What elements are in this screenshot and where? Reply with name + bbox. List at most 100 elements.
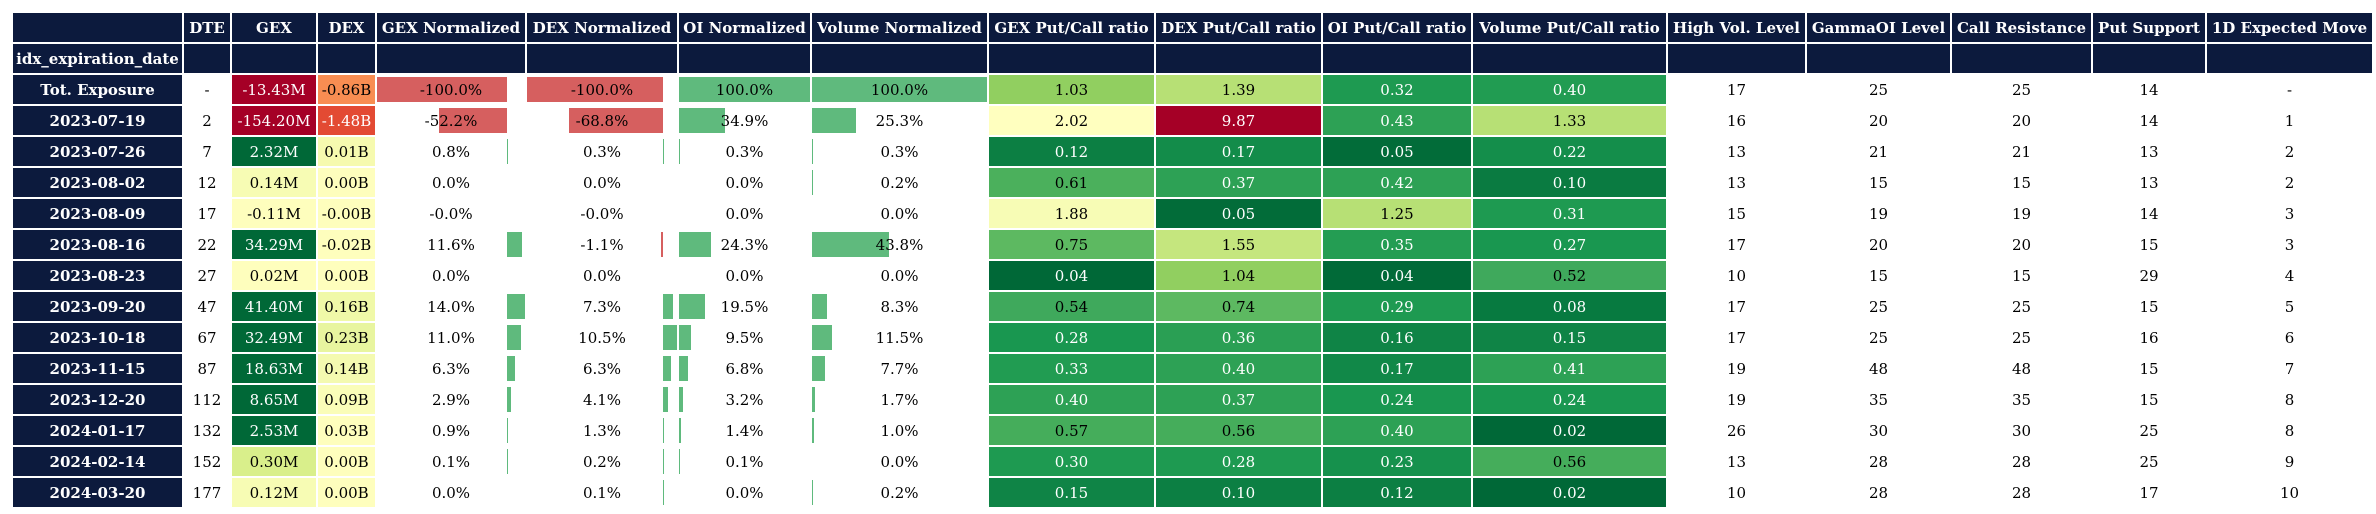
cell: 12	[182, 166, 232, 199]
column-header: GammaOI Level	[1805, 11, 1952, 44]
cell-text: 0.1%	[582, 483, 622, 502]
cell: 25	[2091, 414, 2207, 447]
cell: 13	[1666, 135, 1807, 168]
bar-cell: -100.0%	[375, 73, 527, 106]
cell: 26	[1666, 414, 1807, 447]
index-header-blank	[182, 42, 232, 75]
bar	[506, 325, 522, 350]
bar-cell: 0.1%	[525, 476, 679, 509]
cell-text: 0.0%	[880, 204, 919, 223]
bar	[680, 108, 725, 133]
cell: 5	[2205, 290, 2374, 323]
data-row: 2023-10-18 67 32.49M 0.23B 11.0% 10.5% 9.5% 11.…	[11, 321, 2374, 354]
cell-text: 0.0%	[725, 483, 764, 502]
row-index: Tot. Exposure	[11, 73, 184, 106]
bar-cell: 0.3%	[525, 135, 679, 168]
bar-cell: 0.1%	[677, 445, 812, 478]
cell: 4	[2205, 259, 2374, 292]
cell: 152	[182, 445, 232, 478]
cell: 15	[1950, 166, 2093, 199]
bar-cell: 0.3%	[677, 135, 812, 168]
cell-text: 1.0%	[880, 421, 919, 440]
cell: 0.00B	[316, 476, 377, 509]
cell: 15	[2091, 352, 2207, 385]
cell: 0.10	[1471, 166, 1668, 199]
cell: 3	[2205, 197, 2374, 230]
cell-text: -100.0%	[419, 80, 483, 99]
bar	[680, 294, 705, 319]
bar-cell: 1.4%	[677, 414, 812, 447]
cell: 0.00B	[316, 166, 377, 199]
index-header-blank	[1321, 42, 1473, 75]
cell: 0.09B	[316, 383, 377, 416]
cell-text: 6.8%	[725, 359, 764, 378]
cell: 25	[1950, 321, 2093, 354]
bar-cell: 7.7%	[810, 352, 989, 385]
cell: 16	[2091, 321, 2207, 354]
bar-cell: 9.5%	[677, 321, 812, 354]
bar-cell: 100.0%	[677, 73, 812, 106]
cell: 25	[2091, 445, 2207, 478]
bar-cell: 0.0%	[677, 197, 812, 230]
cell: 1.33	[1471, 104, 1668, 137]
bar	[569, 108, 663, 133]
bar	[662, 325, 676, 350]
data-row: 2023-07-19 2 -154.20M -1.48B -52.2% -68.8% 34.…	[11, 104, 2374, 137]
bar	[661, 232, 663, 257]
index-header-blank	[1805, 42, 1952, 75]
cell-text: 0.9%	[431, 421, 471, 440]
cell: 20	[1950, 228, 2093, 261]
bar	[813, 294, 827, 319]
cell: 67	[182, 321, 232, 354]
cell: 0.36	[1154, 321, 1323, 354]
bar	[662, 418, 665, 443]
index-header-blank	[1666, 42, 1807, 75]
row-index: 2024-01-17	[11, 414, 184, 447]
cell: 0.02M	[230, 259, 318, 292]
bar	[680, 77, 809, 102]
bar	[680, 387, 684, 412]
cell: 2.32M	[230, 135, 318, 168]
cell: 15	[2091, 383, 2207, 416]
data-row: 2023-08-09 17 -0.11M -0.00B -0.0% -0.0% 0.0% 0.…	[11, 197, 2374, 230]
cell: 28	[1805, 476, 1952, 509]
column-header: GEX	[230, 11, 318, 44]
cell: 0.56	[1154, 414, 1323, 447]
cell: 30	[1950, 414, 2093, 447]
cell: 177	[182, 476, 232, 509]
cell-text: 11.0%	[427, 328, 475, 347]
bar	[506, 232, 522, 257]
bar-cell: 3.2%	[677, 383, 812, 416]
index-header-blank	[987, 42, 1156, 75]
bar-cell: 100.0%	[810, 73, 989, 106]
cell: -1.48B	[316, 104, 377, 137]
cell: 2.53M	[230, 414, 318, 447]
index-header-blank	[230, 42, 318, 75]
cell: 15	[2091, 290, 2207, 323]
cell: 28	[1950, 445, 2093, 478]
cell-text: 0.0%	[880, 452, 919, 471]
cell: 0.00B	[316, 259, 377, 292]
cell: 10	[1666, 259, 1807, 292]
bar	[813, 356, 826, 381]
bar-cell: 1.0%	[810, 414, 989, 447]
bar	[680, 325, 692, 350]
cell: 87	[182, 352, 232, 385]
cell: 15	[1805, 166, 1952, 199]
cell: 0.14M	[230, 166, 318, 199]
cell-text: 0.2%	[880, 483, 919, 502]
cell-text: -52.2%	[424, 111, 478, 130]
cell-text: 0.0%	[725, 266, 764, 285]
cell-text: 0.1%	[725, 452, 764, 471]
row-index: 2024-02-14	[11, 445, 184, 478]
cell: 0.16B	[316, 290, 377, 323]
cell-text: 100.0%	[715, 80, 774, 99]
cell-text: 4.1%	[582, 390, 622, 409]
bar-cell: 10.5%	[525, 321, 679, 354]
row-index: 2023-11-15	[11, 352, 184, 385]
cell: 22	[182, 228, 232, 261]
index-header-blank	[2205, 42, 2374, 75]
bar-cell: 0.0%	[375, 476, 527, 509]
bar	[680, 232, 711, 257]
row-index: 2023-09-20	[11, 290, 184, 323]
